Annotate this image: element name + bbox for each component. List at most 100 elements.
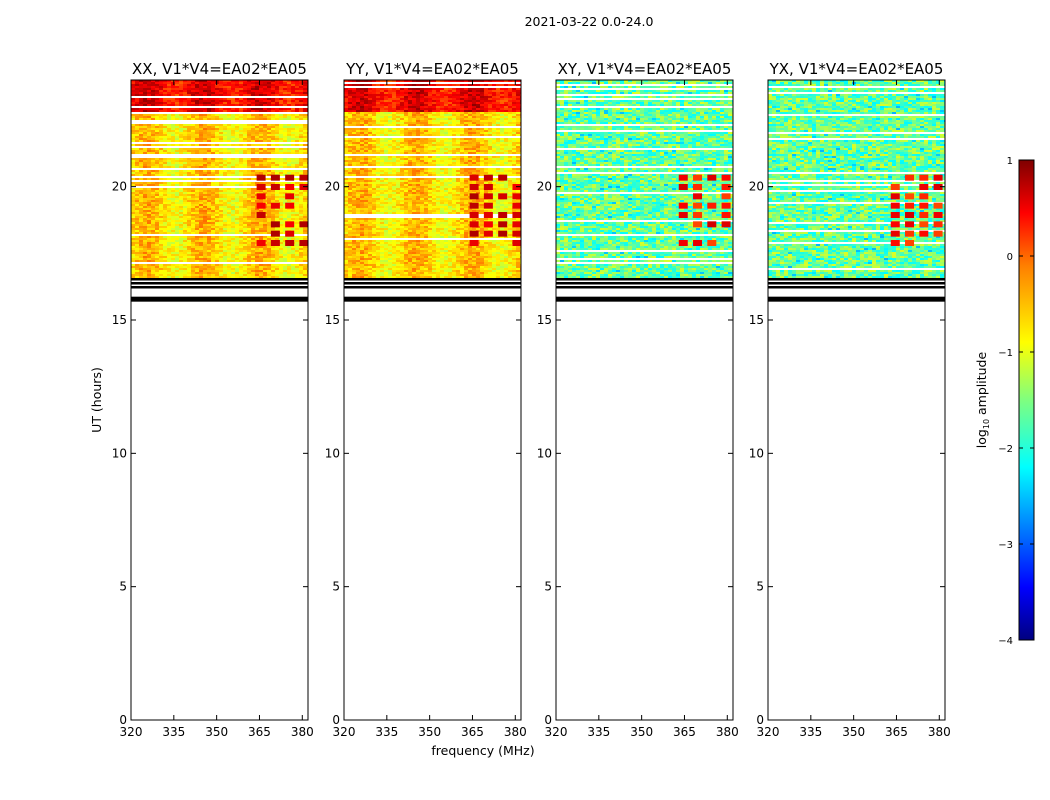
colorbar-tick-label: −2 xyxy=(998,444,1013,455)
gap-band xyxy=(131,286,308,289)
y-tick-label: 5 xyxy=(756,580,764,594)
gap-band xyxy=(344,296,521,302)
rfi-band xyxy=(919,212,929,218)
rfi-band xyxy=(905,212,915,218)
rfi-band xyxy=(498,230,508,237)
rfi-band xyxy=(483,174,493,181)
rfi-band xyxy=(512,193,521,200)
gap-band xyxy=(131,278,308,281)
rfi-band xyxy=(693,184,703,190)
rfi-band xyxy=(512,230,521,237)
panel-title: YX, V1*V4=EA02*EA05 xyxy=(769,60,944,78)
colorbar-gradient xyxy=(1018,159,1035,641)
rfi-band xyxy=(498,193,508,200)
rfi-band xyxy=(919,202,929,209)
gap-band xyxy=(556,296,733,302)
rfi-band xyxy=(256,202,266,209)
panel-title: YY, V1*V4=EA02*EA05 xyxy=(345,60,519,78)
y-tick-label: 20 xyxy=(112,180,127,194)
x-tick-label: 320 xyxy=(545,725,568,739)
y-tick-label: 5 xyxy=(119,580,127,594)
x-tick-label: 365 xyxy=(461,725,484,739)
y-tick-label: 0 xyxy=(756,713,764,727)
y-tick-label: 20 xyxy=(749,180,764,194)
rfi-band xyxy=(707,221,717,228)
rfi-band xyxy=(678,240,688,246)
rfi-band xyxy=(285,221,295,228)
figure-title: 2021-03-22 0.0-24.0 xyxy=(525,14,654,29)
rfi-band xyxy=(905,230,915,237)
rfi-band xyxy=(678,174,688,181)
rfi-band xyxy=(707,202,717,209)
y-tick-label: 10 xyxy=(537,446,552,460)
x-tick-label: 335 xyxy=(587,725,610,739)
x-tick-label: 380 xyxy=(928,725,951,739)
rfi-band xyxy=(256,193,266,200)
rfi-band xyxy=(721,184,731,190)
x-tick-label: 335 xyxy=(162,725,185,739)
rfi-band xyxy=(483,230,493,237)
rfi-band xyxy=(707,174,717,181)
rfi-band xyxy=(905,193,915,200)
rfi-band xyxy=(270,174,280,181)
y-tick-label: 10 xyxy=(749,446,764,460)
rfi-band xyxy=(721,174,731,181)
rfi-band xyxy=(270,240,280,246)
gap-band xyxy=(768,286,945,289)
rfi-band xyxy=(285,202,295,209)
rfi-band xyxy=(299,174,308,181)
rfi-band xyxy=(678,202,688,209)
x-tick-label: 320 xyxy=(333,725,356,739)
gap-band xyxy=(768,278,945,281)
rfi-band xyxy=(469,184,479,190)
rfi-band xyxy=(299,221,308,228)
rfi-band xyxy=(721,212,731,218)
panel-yx: YX, V1*V4=EA02*EA05 320 335 350 365 380 0 5 10 15… xyxy=(749,60,951,739)
rfi-band xyxy=(707,240,717,246)
colorbar-tick-label: 1 xyxy=(1007,156,1013,167)
rfi-band xyxy=(285,193,295,200)
rfi-band xyxy=(905,221,915,228)
rfi-band xyxy=(483,202,493,209)
rfi-band xyxy=(693,202,703,209)
rfi-band xyxy=(905,202,915,209)
y-tick-label: 10 xyxy=(325,446,340,460)
y-tick-label: 15 xyxy=(537,313,552,327)
panel-title: XX, V1*V4=EA02*EA05 xyxy=(132,60,307,78)
rfi-band xyxy=(890,184,900,190)
rfi-band xyxy=(721,221,731,228)
plot-frame xyxy=(555,79,734,721)
y-tick-label: 20 xyxy=(325,180,340,194)
gap-band xyxy=(556,278,733,281)
rfi-band xyxy=(933,184,943,190)
rfi-band xyxy=(693,193,703,200)
rfi-band xyxy=(270,221,280,228)
rfi-band xyxy=(512,221,521,228)
rfi-band xyxy=(933,212,943,218)
colorbar-label: log10 amplitude xyxy=(974,351,991,448)
rfi-band xyxy=(933,174,943,181)
gap-band xyxy=(344,278,521,281)
rfi-band xyxy=(469,174,479,181)
rfi-band xyxy=(469,193,479,200)
plot-frame xyxy=(130,79,309,721)
rfi-band xyxy=(270,184,280,190)
heatmap-image xyxy=(556,80,733,302)
colorbar-tick-label: −4 xyxy=(998,636,1013,647)
panel-xy: XY, V1*V4=EA02*EA05 320 335 350 365 380 0 5 10 15… xyxy=(537,60,739,739)
x-tick-label: 320 xyxy=(120,725,143,739)
rfi-band xyxy=(890,230,900,237)
gap-band xyxy=(768,282,945,285)
rfi-band xyxy=(512,240,521,246)
rfi-band xyxy=(483,221,493,228)
y-tick-label: 15 xyxy=(112,313,127,327)
panel-yy: YY, V1*V4=EA02*EA05 320 335 350 365 380 0 5 10 15… xyxy=(325,60,527,739)
x-tick-label: 365 xyxy=(248,725,271,739)
x-tick-label: 350 xyxy=(205,725,228,739)
rfi-band xyxy=(890,240,900,246)
plot-frame xyxy=(343,79,522,721)
rfi-band xyxy=(256,174,266,181)
rfi-band xyxy=(498,221,508,228)
rfi-band xyxy=(721,202,731,209)
